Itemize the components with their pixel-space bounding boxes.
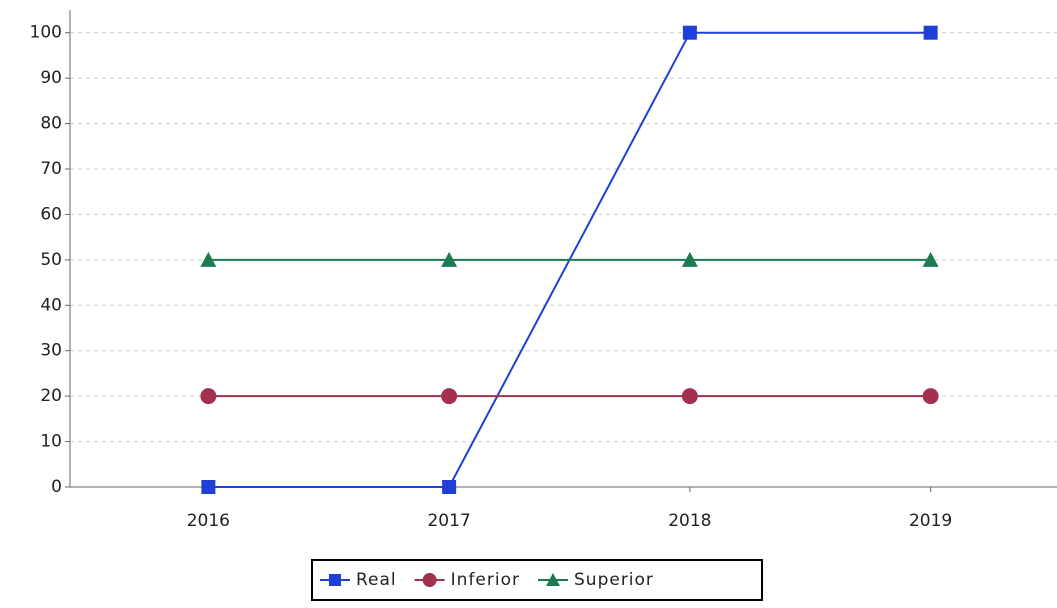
y-tick-label: 70 <box>40 159 62 179</box>
x-tick-label: 2019 <box>909 511 952 531</box>
y-tick-label: 30 <box>40 341 62 361</box>
point-marker <box>682 25 697 40</box>
point-marker <box>442 480 457 494</box>
legend-label: Inferior <box>451 570 520 590</box>
point-marker <box>922 388 939 405</box>
x-tick-label: 2018 <box>668 511 711 531</box>
point-marker <box>200 251 217 267</box>
point-marker <box>681 388 698 405</box>
y-tick-label: 100 <box>30 23 62 43</box>
legend-marker <box>422 573 437 587</box>
legend-label: Superior <box>574 570 654 590</box>
point-marker <box>201 480 216 494</box>
y-tick-label: 20 <box>40 386 62 406</box>
legend-marker <box>329 574 341 586</box>
legend-label: Real <box>356 570 397 590</box>
point-marker <box>441 388 458 405</box>
point-marker <box>441 251 458 267</box>
point-marker <box>923 25 938 40</box>
y-tick-label: 40 <box>40 295 62 315</box>
point-marker <box>200 388 217 405</box>
y-tick-label: 50 <box>40 250 62 270</box>
y-tick-label: 0 <box>51 477 62 497</box>
x-tick-label: 2016 <box>187 511 230 531</box>
y-tick-label: 90 <box>40 68 62 88</box>
legend-box <box>311 559 763 601</box>
point-marker <box>922 251 939 267</box>
y-tick-label: 10 <box>40 432 62 452</box>
x-tick-label: 2017 <box>427 511 470 531</box>
y-tick-label: 80 <box>40 114 62 134</box>
point-marker <box>681 251 698 267</box>
y-tick-label: 60 <box>40 204 62 224</box>
legend-marker <box>546 573 560 586</box>
